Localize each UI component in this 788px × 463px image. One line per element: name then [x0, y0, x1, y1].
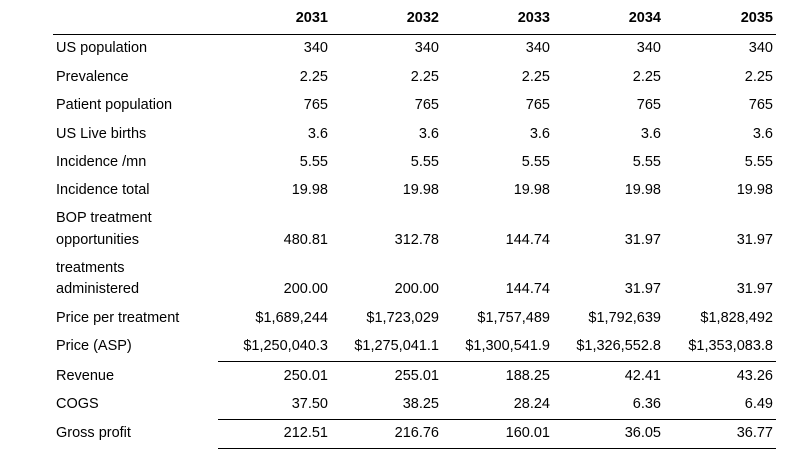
row-label: US population: [56, 40, 148, 56]
cell: 200.00: [394, 281, 439, 297]
column-header: 2032: [406, 10, 439, 26]
cell: 37.50: [291, 396, 328, 412]
cell: 2.25: [632, 69, 661, 85]
revenue-rule: [218, 361, 776, 362]
column-header: 2035: [740, 10, 773, 26]
row-label: Price per treatment: [56, 310, 180, 326]
cell: 312.78: [394, 232, 439, 248]
row-label: Incidence /mn: [56, 154, 147, 170]
cell: 36.77: [736, 425, 773, 441]
cell: $1,353,083.8: [688, 338, 773, 354]
cell: 36.05: [624, 425, 661, 441]
cell: 6.49: [744, 396, 773, 412]
cell: 5.55: [410, 154, 439, 170]
cell: 42.41: [624, 368, 661, 384]
row-label: administered: [56, 281, 140, 297]
cell: 5.55: [299, 154, 328, 170]
cell: 19.98: [736, 182, 773, 198]
cell: $1,689,244: [255, 310, 328, 326]
row-label: US Live births: [56, 126, 147, 142]
cell: 3.6: [640, 126, 661, 142]
cell: $1,250,040.3: [243, 338, 328, 354]
cell: 38.25: [402, 396, 439, 412]
column-header: 2033: [517, 10, 550, 26]
row-label: Price (ASP): [56, 338, 132, 354]
cell: 31.97: [624, 232, 661, 248]
cell: 765: [414, 97, 439, 113]
cell: 2.25: [410, 69, 439, 85]
column-header: 2034: [628, 10, 661, 26]
cell: 340: [636, 40, 661, 56]
row-label: Incidence total: [56, 182, 150, 198]
cell: 5.55: [521, 154, 550, 170]
cell: 144.74: [505, 232, 550, 248]
cell: $1,326,552.8: [576, 338, 661, 354]
cell: 340: [303, 40, 328, 56]
row-label: opportunities: [56, 232, 140, 248]
cell: $1,757,489: [477, 310, 550, 326]
cell: 480.81: [283, 232, 328, 248]
cell: 765: [748, 97, 773, 113]
cell: 340: [525, 40, 550, 56]
cell: 31.97: [736, 232, 773, 248]
cell: 28.24: [513, 396, 550, 412]
cell: 5.55: [632, 154, 661, 170]
cell: 6.36: [632, 396, 661, 412]
cell: 2.25: [299, 69, 328, 85]
cell: 340: [748, 40, 773, 56]
cell: 160.01: [505, 425, 550, 441]
row-label: Patient population: [56, 97, 173, 113]
cell: $1,300,541.9: [465, 338, 550, 354]
cell: $1,275,041.1: [354, 338, 439, 354]
cell: 19.98: [513, 182, 550, 198]
cell: 765: [525, 97, 550, 113]
cell: $1,828,492: [700, 310, 773, 326]
cell: 765: [636, 97, 661, 113]
bottom-rule: [218, 448, 776, 449]
cell: 5.55: [744, 154, 773, 170]
cell: 765: [303, 97, 328, 113]
row-label: Revenue: [56, 368, 115, 384]
cell: $1,723,029: [366, 310, 439, 326]
gross-profit-rule: [218, 419, 776, 420]
cell: 31.97: [736, 281, 773, 297]
cell: 200.00: [283, 281, 328, 297]
row-label: BOP treatment: [56, 210, 152, 226]
column-header: 2031: [295, 10, 328, 26]
row-label: COGS: [56, 396, 99, 412]
row-label: Gross profit: [56, 425, 131, 441]
cell: 31.97: [624, 281, 661, 297]
cell: 19.98: [624, 182, 661, 198]
cell: 19.98: [291, 182, 328, 198]
cell: 3.6: [529, 126, 550, 142]
row-label: Prevalence: [56, 69, 129, 85]
row-label: treatments: [56, 260, 125, 276]
cell: 3.6: [307, 126, 328, 142]
header-rule: [53, 34, 776, 35]
cell: 216.76: [394, 425, 439, 441]
cell: 250.01: [283, 368, 328, 384]
cell: 43.26: [736, 368, 773, 384]
cell: 144.74: [505, 281, 550, 297]
cell: $1,792,639: [588, 310, 661, 326]
cell: 255.01: [394, 368, 439, 384]
cell: 340: [414, 40, 439, 56]
cell: 3.6: [752, 126, 773, 142]
cell: 2.25: [744, 69, 773, 85]
cell: 212.51: [283, 425, 328, 441]
cell: 2.25: [521, 69, 550, 85]
cell: 19.98: [402, 182, 439, 198]
cell: 3.6: [418, 126, 439, 142]
cell: 188.25: [505, 368, 550, 384]
